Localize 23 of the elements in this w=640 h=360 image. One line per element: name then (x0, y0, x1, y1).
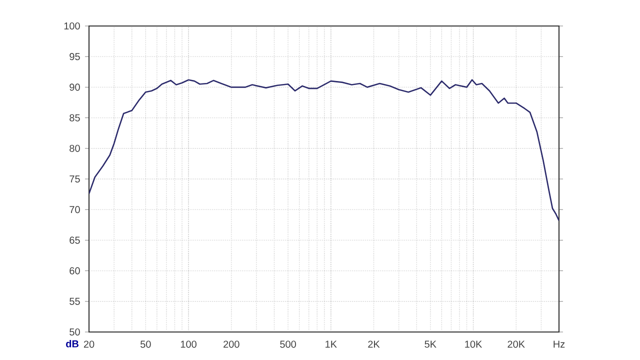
x-tick-label: 100 (180, 340, 196, 348)
x-tick-label: 5K (424, 340, 436, 348)
x-tick-label: 200 (224, 340, 240, 348)
y-tick-label: 70 (70, 206, 80, 214)
x-tick-label: 1K (326, 340, 337, 348)
x-tick-label: 20 (84, 340, 94, 348)
x-tick-label: 10K (465, 340, 482, 348)
y-tick-label: 75 (70, 176, 80, 182)
y-tick-label: 90 (70, 84, 80, 91)
y-tick-label: 65 (70, 236, 80, 244)
y-axis-title: dB (66, 340, 78, 348)
y-tick-label: 50 (70, 328, 80, 336)
y-tick-label: 100 (64, 22, 80, 30)
x-tick-label: 20K (508, 340, 525, 348)
y-tick-label: 80 (70, 144, 80, 152)
x-tick-label: Hz (554, 340, 565, 348)
x-tick-label: 50 (140, 340, 151, 348)
y-tick-label: 60 (70, 267, 80, 274)
y-tick-label: 95 (70, 53, 80, 60)
x-tick-label: 2K (368, 340, 380, 348)
y-tick-label: 55 (70, 298, 80, 305)
y-tick-label: 85 (70, 114, 80, 122)
x-tick-label: 500 (280, 340, 296, 348)
